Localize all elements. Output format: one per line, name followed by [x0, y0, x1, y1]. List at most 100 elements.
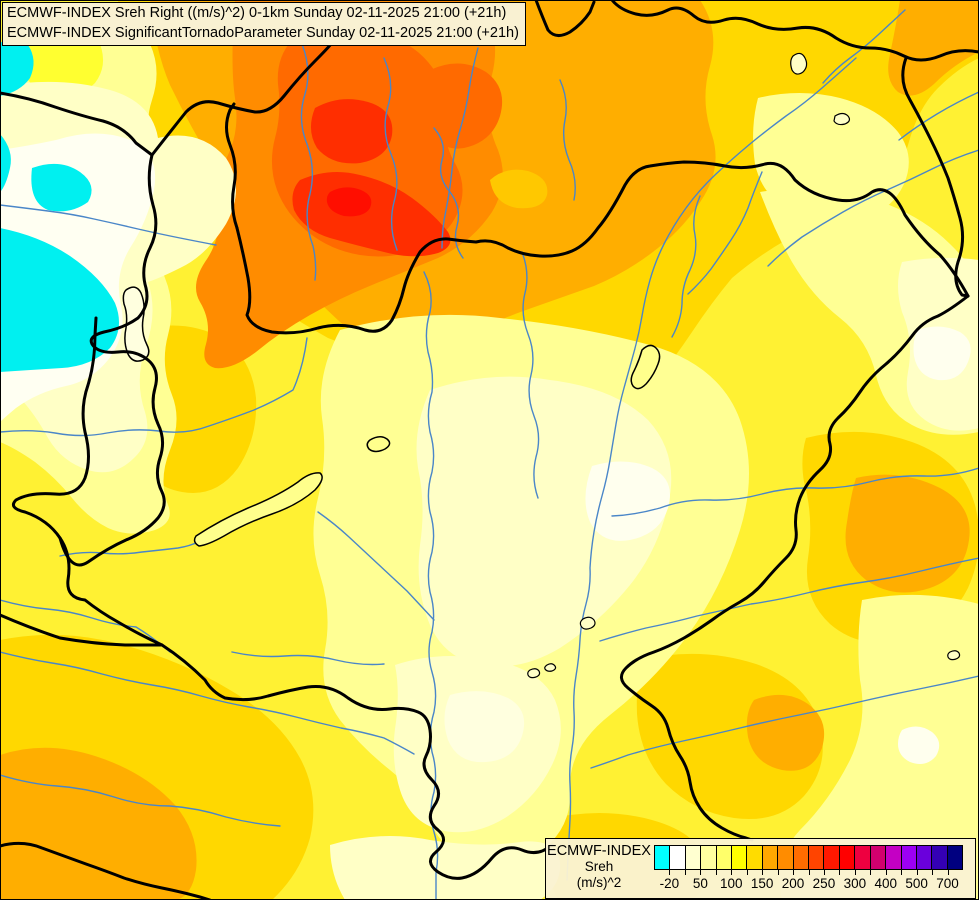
legend-color-cell [747, 846, 763, 869]
contour-white-northwest [0, 133, 156, 422]
legend-color-cell [855, 846, 871, 869]
contour-brightred-core [326, 187, 372, 217]
legend-tick-label: 300 [843, 876, 867, 891]
title-line-2: ECMWF-INDEX SignificantTornadoParameter … [7, 24, 519, 41]
country-border [225, 102, 239, 230]
legend-tick [715, 870, 717, 875]
small-lake-outline [947, 650, 961, 661]
legend-color-cell [762, 846, 779, 869]
legend-title: ECMWF-INDEX [547, 843, 651, 859]
legend-tick [700, 870, 702, 875]
river [599, 557, 979, 642]
title-line-1: ECMWF-INDEX Sreh Right ((m/s)^2) 0-1km S… [7, 5, 507, 21]
river [559, 79, 576, 201]
legend-tick-label: 400 [874, 876, 898, 891]
river [590, 675, 979, 769]
legend-tick [684, 870, 686, 875]
country-border [12, 153, 166, 567]
river [423, 271, 439, 900]
legend-color-cell [947, 846, 963, 869]
contour-cyan-west-mass [0, 228, 119, 372]
small-lake-outline [833, 112, 851, 126]
contour-white-center-spot [585, 461, 670, 541]
legend-units: (m/s)^2 [576, 875, 622, 890]
river [231, 651, 385, 666]
country-border [901, 56, 970, 298]
legend-tick-label: -20 [659, 876, 680, 891]
legend-tick [839, 870, 841, 875]
legend-tick-label: 200 [781, 876, 805, 891]
legend-tick [731, 870, 733, 875]
legend-tick [901, 870, 903, 875]
legend-tick [854, 870, 856, 875]
contour-orange-northeast [888, 0, 979, 96]
river [383, 57, 398, 251]
country-border [150, 36, 338, 157]
legend-scale: -20 50 100 150 200 250 300 400 500 700 [654, 845, 963, 898]
contour-paleyellow-southeast [779, 594, 979, 900]
title-box: ECMWF-INDEX Sreh Right ((m/s)^2) 0-1km S… [2, 2, 526, 46]
country-border [0, 613, 554, 880]
contour-paleyellow-northeast [753, 93, 909, 222]
country-border [534, 0, 596, 37]
river [521, 251, 540, 499]
legend-tick [746, 870, 748, 875]
small-lake-outline [544, 663, 557, 672]
contour-orange-east-core [845, 474, 970, 593]
legend-color-cell [732, 846, 748, 869]
country-border [620, 294, 970, 842]
contour-cyan-left-sliver [0, 134, 11, 192]
contour-cream-center [416, 376, 672, 667]
legend-parameter: Sreh [584, 859, 614, 874]
legend-tick [777, 870, 779, 875]
legend-tick-label: 50 [692, 876, 708, 891]
legend-tick-label: 700 [936, 876, 959, 891]
legend-tick [669, 870, 671, 875]
country-border [0, 91, 154, 157]
legend-color-cell [901, 846, 917, 869]
legend-color-cell [809, 846, 825, 869]
legend-tick-label: 150 [750, 876, 774, 891]
contour-cyan-corner [0, 42, 34, 96]
contour-gold-spot-inside [490, 169, 548, 209]
river [59, 541, 199, 557]
river [898, 91, 979, 141]
legend-tick [823, 870, 825, 875]
river [0, 204, 217, 246]
river [611, 467, 979, 517]
river [317, 511, 435, 621]
small-lake-outline [790, 52, 808, 75]
legend-color-cell [778, 846, 794, 869]
contour-red-upper [310, 99, 393, 164]
legend-tick [762, 870, 764, 875]
country-border [235, 160, 970, 335]
contour-orangered-lobe [426, 63, 503, 149]
legend-color-cell [839, 846, 856, 869]
legend-tick [793, 870, 795, 875]
contour-white-east-spot [913, 326, 971, 381]
contour-white-southeast-spot [898, 726, 940, 764]
contour-white-south-spot [444, 691, 525, 763]
river [433, 127, 464, 259]
river [0, 337, 308, 437]
legend-tick [808, 870, 810, 875]
country-border [58, 536, 164, 647]
river [0, 774, 281, 827]
legend-color-cell [870, 846, 887, 869]
lake-layer [122, 52, 961, 679]
legend-colorbar [654, 845, 963, 870]
legend-text-block: ECMWF-INDEX Sreh (m/s)^2 [546, 839, 652, 898]
river [767, 149, 979, 267]
legend-color-cell [793, 846, 810, 869]
contour-cyan-blob [31, 163, 92, 212]
lake-tisza-outline [630, 344, 661, 390]
legend-tick [916, 870, 918, 875]
legend-tick-label: 250 [812, 876, 836, 891]
legend-color-cell [886, 846, 902, 869]
legend-tick-label: 500 [905, 876, 928, 891]
river [300, 43, 317, 281]
legend-color-cell [916, 846, 933, 869]
legend-tick-label: 100 [719, 876, 743, 891]
